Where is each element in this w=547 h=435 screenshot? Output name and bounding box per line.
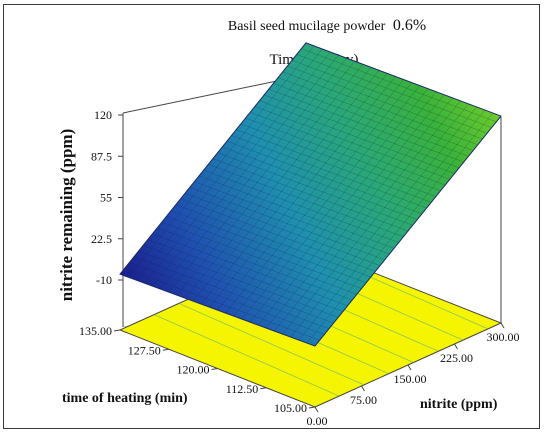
surface-mesh-line	[136, 48, 323, 281]
y-tick-mark	[308, 406, 316, 409]
x-tick-mark	[314, 406, 319, 413]
surface-mesh-line	[274, 100, 461, 332]
surface-mesh-line	[168, 61, 355, 293]
y-tick-mark	[162, 348, 169, 351]
title-value: 0.6%	[393, 17, 426, 34]
y-tick-mark	[113, 329, 121, 332]
surface-mesh-line	[184, 67, 372, 299]
y-axis-label: time of heating (min)	[62, 391, 188, 406]
y-tick-mark	[211, 368, 218, 370]
z-tick-label: 55	[100, 191, 112, 205]
z-axis-label: nitrite remaining (ppm)	[57, 129, 76, 302]
surface-mesh-line	[306, 112, 494, 344]
floor-contour-line	[178, 303, 365, 386]
surface-mesh-line	[282, 103, 469, 335]
x-tick-mark	[361, 385, 365, 392]
y-tick-label: 112.50	[226, 382, 259, 396]
z-tick-label: 87.5	[91, 149, 112, 163]
response-surface	[119, 42, 502, 347]
surface-mesh-line	[201, 73, 388, 305]
x-tick-label: 0.00	[307, 414, 328, 428]
x-tick-label: 75.00	[350, 393, 377, 407]
x-axis-label: nitrite (ppm)	[420, 397, 498, 412]
surface-mesh-line	[192, 70, 380, 302]
surface-mesh-line	[249, 91, 437, 323]
x-tick-mark	[407, 364, 412, 371]
y-tick-label: 120.00	[177, 363, 210, 377]
surface-mesh-line	[298, 109, 485, 341]
z-tick-label: -10	[96, 273, 112, 287]
surface-mesh-line	[144, 51, 331, 284]
surface-mesh-line	[290, 106, 477, 338]
x-tick-mark	[454, 343, 458, 350]
surface-mesh-line	[152, 54, 339, 287]
x-tick-mark	[500, 322, 505, 329]
y-tick-mark	[260, 387, 267, 390]
y-tick-label: 105.00	[274, 401, 307, 415]
surface-mesh-line	[127, 45, 315, 278]
surface-mesh-line	[257, 94, 445, 326]
surface-mesh-line	[233, 85, 420, 317]
y-tick-label: 135.00	[79, 324, 112, 338]
x-tick-label: 300.00	[487, 330, 520, 344]
x-tick-label: 225.00	[440, 351, 473, 365]
axis-ticks: -10 22.5 55 87.5 120 105.00 112.50 120.00 127.50…	[79, 108, 520, 428]
title-text: Basil seed mucilage powder	[228, 19, 386, 34]
surface-mesh-line	[160, 58, 347, 290]
z-tick-label: 120	[94, 108, 112, 122]
z-tick-label: 22.5	[91, 232, 112, 246]
surface-mesh-line	[209, 76, 396, 308]
surface-mesh-line	[176, 64, 364, 296]
x-tick-label: 150.00	[394, 372, 427, 386]
floor-contour-line	[153, 314, 340, 397]
surface-mesh-line	[225, 82, 412, 314]
surface-mesh-line	[217, 79, 404, 311]
y-tick-label: 127.50	[128, 343, 161, 357]
surface-mesh-line	[266, 97, 453, 329]
chart-title: Basil seed mucilage powder 0.6%	[228, 17, 426, 34]
surface-mesh-line	[241, 88, 429, 320]
